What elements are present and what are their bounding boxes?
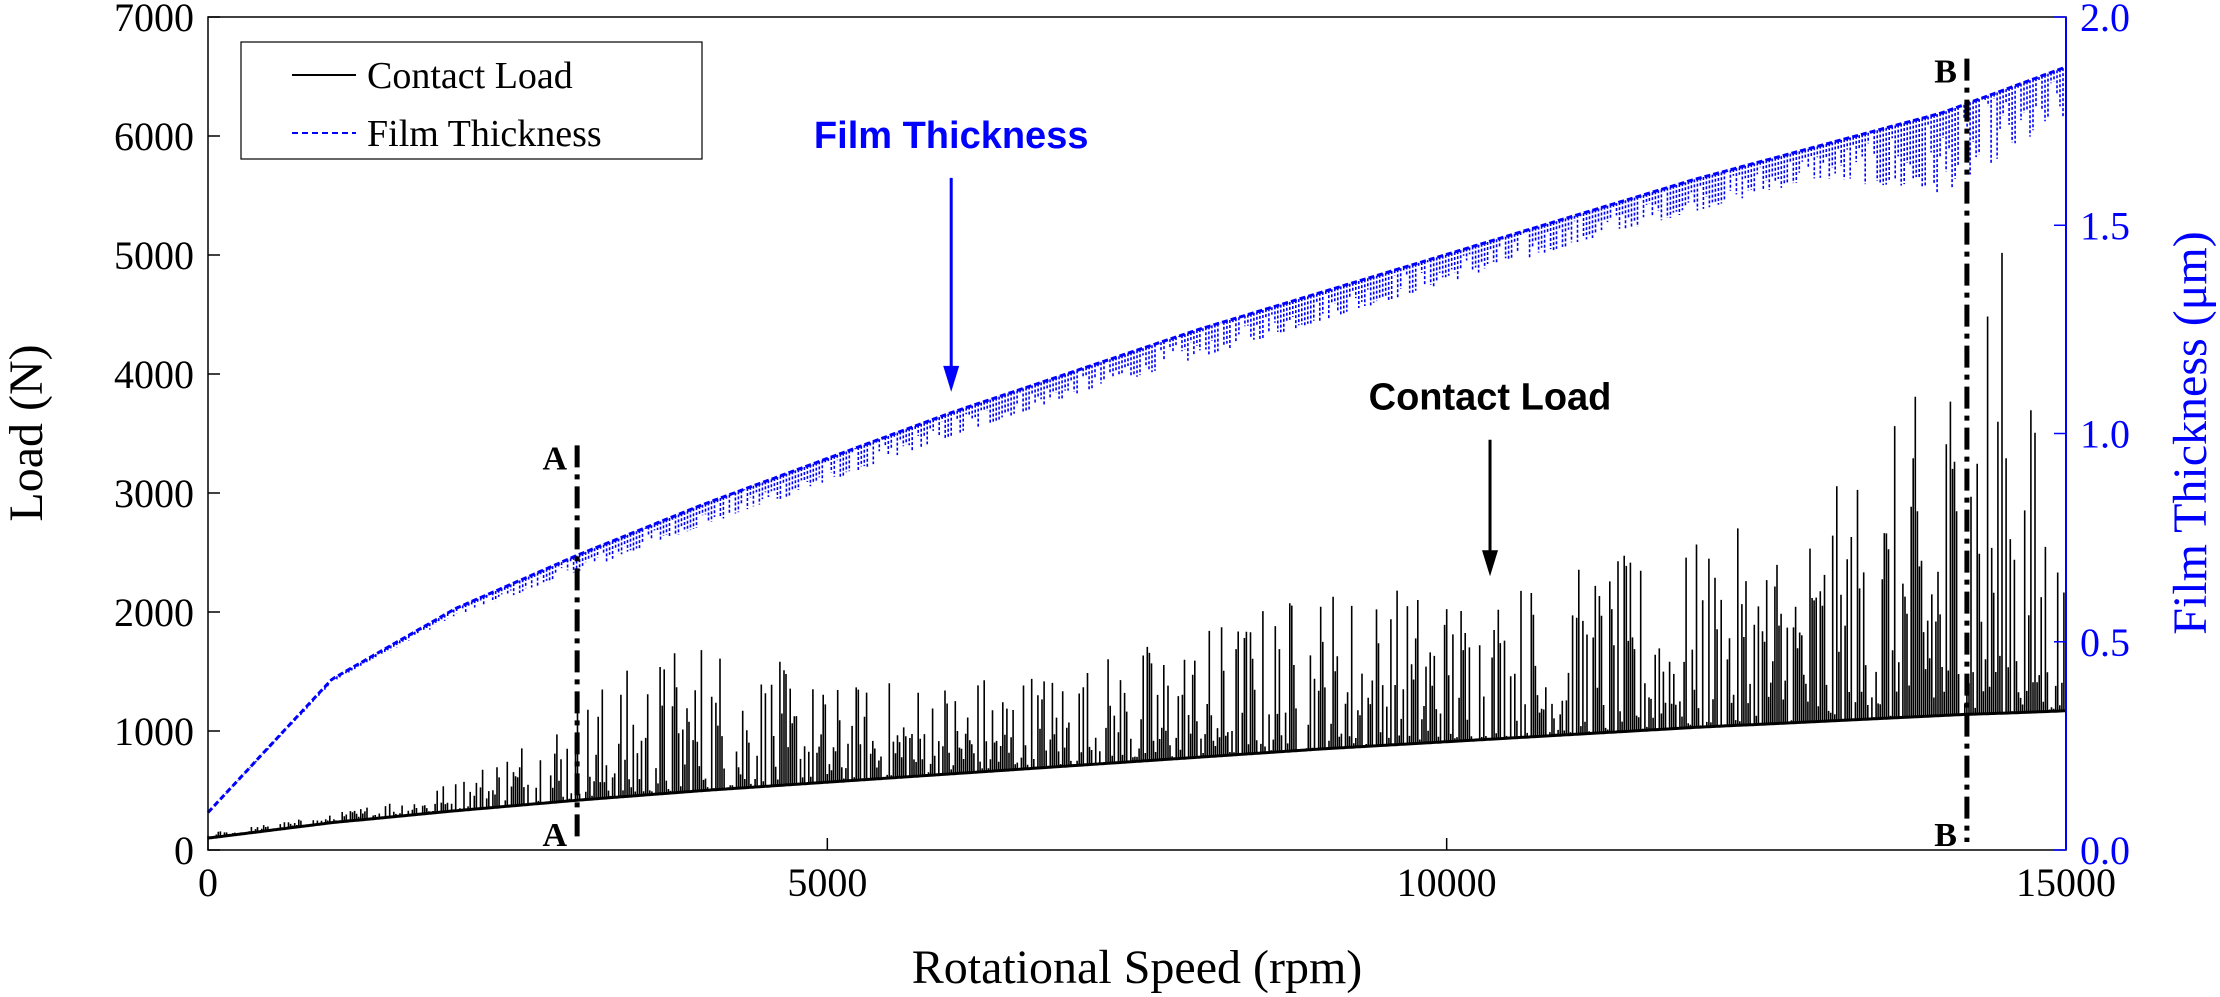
y-tick-label: 2000	[114, 590, 194, 635]
section-label-top: B	[1934, 54, 1957, 91]
legend-label-contact-load: Contact Load	[367, 55, 573, 97]
annotation-contact-load: Contact Load	[1369, 377, 1612, 419]
section-markers: A A B B	[543, 54, 1970, 854]
plot-series	[206, 65, 2067, 840]
series-film-thickness	[206, 65, 2067, 814]
y-tick-label: 3000	[114, 471, 194, 516]
x-axis-ticks: 0 5000 10000 15000	[198, 838, 2116, 905]
annotation-film-thickness: Film Thickness	[814, 115, 1089, 157]
legend: Contact Load Film Thickness	[240, 41, 703, 160]
y2-tick-label: 1.5	[2080, 203, 2130, 248]
x-tick-label: 15000	[2016, 860, 2116, 905]
film-thickness-line	[206, 65, 2067, 814]
y2-tick-label: 1.0	[2080, 412, 2130, 457]
y2-axis-ticks: 0.0 0.5 1.0 1.5 2.0	[2054, 0, 2130, 873]
contact-load-baseline	[207, 709, 2066, 840]
annotation-arrow-head	[943, 365, 960, 392]
section-label-bottom: B	[1934, 817, 1957, 854]
y2-axis-title: Film Thickness (μm)	[2164, 231, 2217, 635]
annotation-arrow-head	[1482, 550, 1499, 577]
x-tick-label: 10000	[1397, 860, 1497, 905]
contact-load-spikes	[207, 252, 2067, 839]
section-label-bottom: A	[543, 817, 568, 854]
y2-tick-label: 0.5	[2080, 620, 2130, 665]
y-axis-title: Load (N)	[0, 344, 53, 521]
section-label-top: A	[543, 440, 568, 477]
y-axis-ticks: 0 1000 2000 3000 4000 5000 6000 7000	[114, 0, 220, 873]
y2-tick-label: 0.0	[2080, 828, 2130, 873]
y-tick-label: 0	[174, 828, 194, 873]
x-axis-title: Rotational Speed (rpm)	[912, 941, 1363, 994]
y-tick-label: 7000	[114, 0, 194, 40]
y2-tick-label: 2.0	[2080, 0, 2130, 40]
legend-label-film-thickness: Film Thickness	[367, 113, 602, 155]
y-tick-label: 5000	[114, 233, 194, 278]
x-tick-label: 5000	[787, 860, 867, 905]
x-tick-label: 0	[198, 860, 218, 905]
y-tick-label: 4000	[114, 352, 194, 397]
y-tick-label: 1000	[114, 709, 194, 754]
legend-box	[240, 41, 703, 160]
series-contact-load	[207, 252, 2067, 840]
y-tick-label: 6000	[114, 114, 194, 159]
annotations: Film Thickness Contact Load	[814, 115, 1612, 577]
